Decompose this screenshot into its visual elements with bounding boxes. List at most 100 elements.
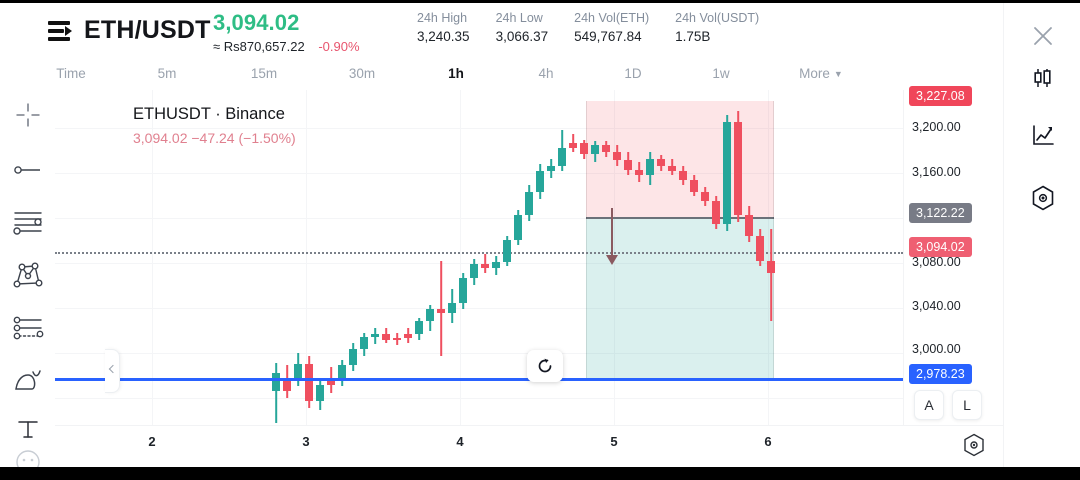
indicators-icon[interactable] (1004, 113, 1080, 159)
candle-body (580, 143, 588, 154)
fib-retracement-tool[interactable] (0, 197, 55, 247)
candle-body (525, 191, 533, 215)
candlestick (459, 90, 467, 425)
candle-body (547, 166, 555, 171)
chart-legend-title: ETHUSDT · Binance (133, 105, 285, 123)
candlestick (569, 90, 577, 425)
candlestick (558, 90, 566, 425)
candlestick-chart-type-icon[interactable] (1004, 55, 1080, 101)
timeframe-5m[interactable]: 5m (148, 58, 186, 90)
candlestick (657, 90, 665, 425)
time-tick: 6 (764, 434, 772, 449)
time-axis[interactable]: 2 3 4 5 6 (55, 425, 1003, 468)
take-profit-zone[interactable] (586, 218, 774, 379)
timeframe-label: 30m (348, 66, 376, 81)
candle-body (712, 200, 720, 224)
price-badge-red[interactable]: 3,227.08 (909, 86, 972, 106)
support-level-line[interactable] (55, 378, 903, 381)
brush-tool[interactable] (0, 356, 55, 406)
candlestick (448, 90, 456, 425)
timeframe-15m[interactable]: 15m (242, 58, 286, 90)
candle-body (613, 152, 621, 161)
candlestick (745, 90, 753, 425)
symbol-name[interactable]: ETH/USDT (84, 16, 211, 44)
time-axis-settings-icon[interactable] (963, 433, 985, 462)
price-badge-pink[interactable]: 3,094.02 (909, 237, 972, 257)
candlestick (470, 90, 478, 425)
candlestick (404, 90, 412, 425)
candlestick (624, 90, 632, 425)
timeframe-label: 1D (624, 66, 642, 81)
timeframe-label: 15m (250, 66, 278, 81)
crosshair-tool[interactable] (0, 90, 55, 140)
candle-body (481, 264, 489, 268)
candlestick (481, 90, 489, 425)
long-short-position-tool[interactable] (0, 303, 55, 353)
right-sidebar (1003, 3, 1080, 467)
emoji-tool[interactable] (0, 442, 55, 472)
candle-body (327, 379, 335, 385)
candlestick (536, 90, 544, 425)
candle-body (371, 333, 379, 338)
close-icon[interactable] (1004, 13, 1080, 59)
candle-body (426, 309, 434, 322)
price-tick: 3,000.00 (912, 342, 961, 356)
candlestick (767, 90, 775, 425)
candlestick (635, 90, 643, 425)
symbol-list-icon[interactable] (48, 20, 74, 42)
price-badge-gray[interactable]: 3,122.22 (909, 203, 972, 223)
stat-value: 549,767.84 (574, 29, 642, 44)
entry-price-line[interactable] (586, 217, 774, 219)
chart-pane[interactable]: ETHUSDT · Binance 3,094.02 −47.24 (−1.50… (55, 90, 903, 425)
timeframe-label: More (799, 66, 830, 81)
candle-body (734, 122, 742, 215)
candle-body (459, 278, 467, 303)
candle-body (690, 180, 698, 192)
candle-body (349, 348, 357, 365)
text-tool[interactable] (0, 404, 55, 454)
timeframe-30m[interactable]: 30m (340, 58, 384, 90)
timeframe-1d[interactable]: 1D (614, 58, 652, 90)
timeframe-more[interactable]: More ▼ (790, 58, 852, 90)
trend-line-tool[interactable] (0, 145, 55, 195)
candle-body (470, 264, 478, 279)
price-axis[interactable]: A L 3,227.08 3,200.00 3,160.00 3,122.22 3,09… (903, 86, 1004, 425)
stat-label: 24h Vol(USDT) (675, 11, 760, 25)
time-tick: 5 (610, 434, 618, 449)
collapse-toolbar-button[interactable] (105, 349, 120, 393)
candle-body (382, 333, 390, 340)
candle-body (272, 373, 280, 392)
candle-body (492, 262, 500, 268)
candle-body (316, 384, 324, 401)
candle-wick (275, 362, 277, 423)
settings-hexagon-icon[interactable] (1004, 175, 1080, 221)
stat-24h-high: 24h High 3,240.35 (417, 10, 470, 47)
candlestick (294, 90, 302, 425)
price-tick: 3,080.00 (912, 255, 961, 269)
candlestick (305, 90, 313, 425)
candle-body (558, 147, 566, 167)
timeframe-1w[interactable]: 1w (702, 58, 740, 90)
bottom-bezel (0, 467, 1080, 480)
timeframe-4h[interactable]: 4h (527, 58, 565, 90)
candle-body (591, 145, 599, 154)
candlestick (514, 90, 522, 425)
auto-scale-button[interactable]: A (914, 390, 944, 420)
price-badge-blue[interactable]: 2,978.23 (909, 364, 972, 384)
candlestick (591, 90, 599, 425)
pattern-tool[interactable] (0, 250, 55, 300)
candle-body (723, 122, 731, 224)
ticker-stats: 24h High 3,240.35 24h Low 3,066.37 24h V… (417, 10, 759, 47)
candle-wick (440, 260, 442, 356)
candle-body (294, 363, 302, 379)
reset-chart-button[interactable] (527, 350, 563, 382)
stat-24h-vol-eth: 24h Vol(ETH) 549,767.84 (574, 10, 649, 47)
candlestick (338, 90, 346, 425)
timeframe-bar: Time 5m 15m 30m 1h 4h 1D 1w More ▼ (0, 58, 1003, 91)
log-scale-button[interactable]: L (952, 390, 982, 420)
candlestick (712, 90, 720, 425)
candlestick (723, 90, 731, 425)
timeframe-1h[interactable]: 1h (437, 58, 475, 90)
stat-24h-low: 24h Low 3,066.37 (496, 10, 549, 47)
timeframe-time[interactable]: Time (48, 58, 94, 90)
